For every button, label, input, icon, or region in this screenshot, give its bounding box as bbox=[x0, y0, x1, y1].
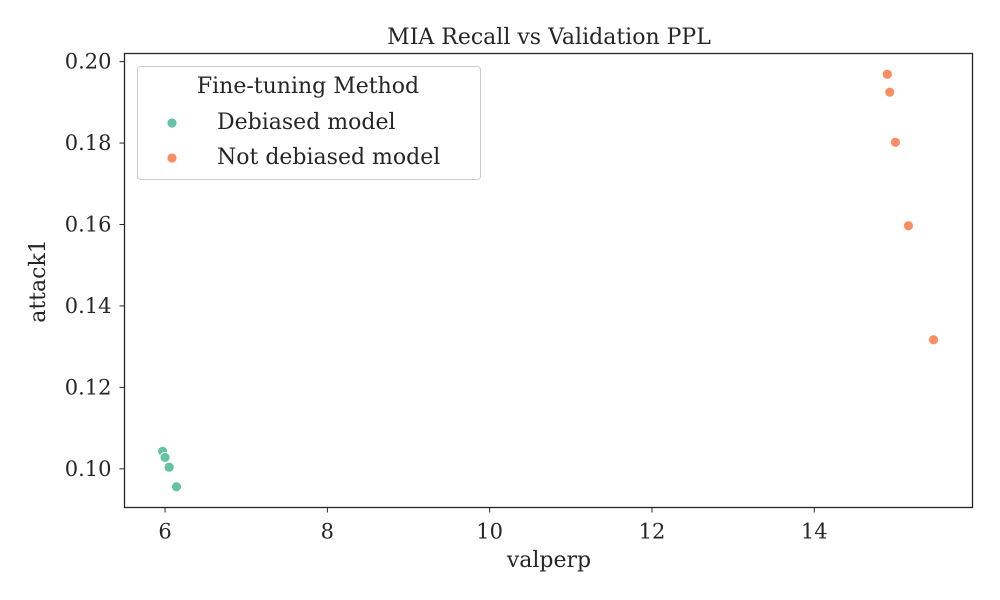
plot-area-frame bbox=[123, 52, 974, 509]
chart-title: MIA Recall vs Validation PPL bbox=[387, 25, 711, 50]
data-point-not-debiased bbox=[884, 86, 896, 98]
data-point-not-debiased bbox=[928, 334, 939, 346]
y-tick-label: 0.20 bbox=[65, 50, 112, 74]
data-point-debiased bbox=[159, 452, 171, 463]
data-point-not-debiased bbox=[881, 68, 893, 80]
y-axis-ticks: 0.10 0.12 0.14 0.16 0.18 0.20 bbox=[65, 50, 125, 481]
x-tick-label: 14 bbox=[801, 520, 828, 544]
y-tick-label: 0.14 bbox=[65, 294, 112, 318]
x-tick-label: 8 bbox=[321, 520, 334, 544]
legend-marker-not-debiased bbox=[167, 153, 177, 163]
legend-label-debiased: Debiased model bbox=[217, 110, 396, 135]
x-axis-label: valperp bbox=[506, 548, 591, 573]
data-point-debiased bbox=[163, 461, 175, 473]
y-tick-label: 0.18 bbox=[65, 131, 112, 155]
y-tick-label: 0.10 bbox=[65, 457, 112, 481]
data-points bbox=[157, 68, 939, 493]
x-tick-label: 6 bbox=[158, 520, 171, 544]
legend: Fine-tuning Method Debiased model Not de… bbox=[137, 66, 481, 180]
legend-marker-debiased bbox=[167, 118, 177, 128]
data-point-not-debiased bbox=[890, 136, 901, 148]
legend-title: Fine-tuning Method bbox=[197, 74, 419, 99]
y-axis-label: attack1 bbox=[26, 239, 51, 323]
legend-box bbox=[137, 66, 481, 180]
legend-label-not-debiased: Not debiased model bbox=[217, 145, 440, 170]
y-tick-label: 0.16 bbox=[65, 213, 112, 237]
x-axis-ticks: 6 8 10 12 14 bbox=[158, 507, 828, 544]
data-point-not-debiased bbox=[902, 220, 914, 232]
y-tick-label: 0.12 bbox=[65, 375, 112, 399]
x-tick-label: 10 bbox=[476, 520, 503, 544]
x-tick-label: 12 bbox=[639, 520, 666, 544]
data-point-debiased bbox=[171, 481, 182, 493]
